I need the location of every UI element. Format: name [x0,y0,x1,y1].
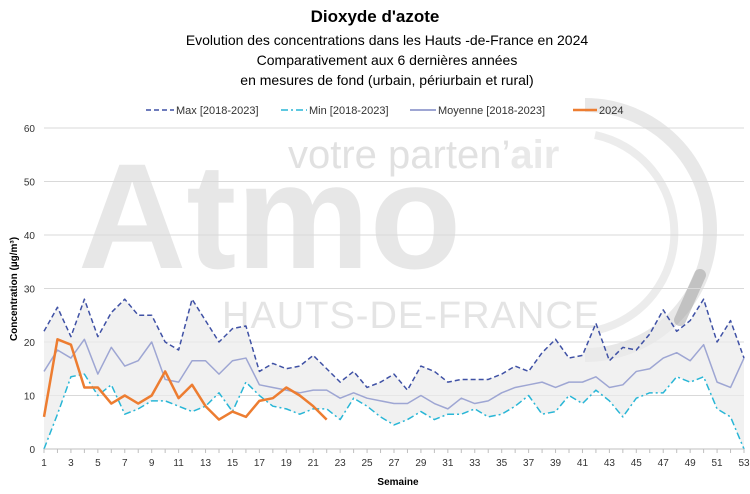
y-tick-label-40: 40 [24,231,36,242]
watermark-logo-text: Atmo [78,132,461,300]
x-tick-label-21: 21 [308,458,320,469]
x-tick-label-31: 31 [442,458,454,469]
legend-label-min: Min [2018-2023] [309,105,389,117]
legend-item-min: Min [2018-2023] [281,105,389,117]
x-tick-label-35: 35 [496,458,508,469]
y-tick-label-60: 60 [24,124,36,135]
x-tick-label-53: 53 [738,458,750,469]
series-line-min-2018-2023 [43,373,745,450]
watermark-arc-inner [594,131,679,334]
x-tick-label-17: 17 [254,458,266,469]
x-tick-label-5: 5 [95,458,101,469]
x-tick-label-27: 27 [388,458,400,469]
x-tick-label-11: 11 [173,458,184,469]
watermark-tagline: votre parten’air [288,133,559,177]
series-line-max-2018-2023 [43,298,745,391]
chart-title: Dioxyde d'azote [311,7,440,26]
x-tick-label-37: 37 [523,458,535,469]
x-tick-label-45: 45 [631,458,643,469]
x-tick-label-41: 41 [577,458,589,469]
watermark-swoosh [674,269,706,326]
y-axis-label: Concentration (µg/m³) [9,237,20,341]
series-line-moyenne-2018-2023 [43,338,745,410]
legend-item-max: Max [2018-2023] [146,105,259,117]
chart-subtitle-line-2: Comparativement aux 6 dernières années [257,52,518,68]
y-tick-label-0: 0 [29,445,35,456]
x-tick-label-49: 49 [685,458,697,469]
x-tick-label-13: 13 [200,458,212,469]
legend-label-max: Max [2018-2023] [176,105,259,117]
watermark: votre parten’air Atmo HAUTS-DE-FRANCE [78,98,717,362]
legend-label-2024: 2024 [599,105,623,117]
x-tick-label-1: 1 [41,458,47,469]
x-tick-label-7: 7 [122,458,128,469]
legend-item-moyenne: Moyenne [2018-2023] [410,105,545,117]
x-tick-label-25: 25 [362,458,374,469]
series-line-2024 [42,338,328,421]
x-tick-label-9: 9 [149,458,155,469]
y-tick-label-30: 30 [24,285,36,296]
x-tick-label-33: 33 [469,458,481,469]
x-tick-label-3: 3 [68,458,74,469]
y-tick-label-50: 50 [24,178,36,189]
x-tick-label-29: 29 [415,458,427,469]
chart-subtitle-line-3: en mesures de fond (urbain, périurbain e… [240,72,533,88]
x-tick-label-15: 15 [227,458,239,469]
x-tick-label-51: 51 [712,458,724,469]
x-tick-label-43: 43 [604,458,616,469]
y-tick-label-10: 10 [24,392,36,403]
legend: Max [2018-2023] Min [2018-2023] Moyenne … [146,105,623,117]
x-tick-label-39: 39 [550,458,562,469]
legend-item-2024: 2024 [573,105,623,117]
x-tick-label-19: 19 [281,458,293,469]
watermark-arc [584,98,717,362]
series-lines [42,298,745,450]
watermark-tagline-bold: air [510,133,559,177]
x-axis-label: Semaine [377,477,419,488]
watermark-region: HAUTS-DE-FRANCE [222,295,600,337]
legend-label-moyenne: Moyenne [2018-2023] [438,105,545,117]
chart-subtitle-line-1: Evolution des concentrations dans les Ha… [186,32,589,48]
x-tick-label-23: 23 [335,458,347,469]
y-tick-label-20: 20 [24,338,36,349]
y-axis-ticks: 0 10 20 30 40 50 60 [24,124,36,456]
x-tick-label-47: 47 [658,458,670,469]
x-axis: 1 3 5 7 9 11 13 15 17 19 21 23 25 27 29 31 33 35 37 39 41 43 4… [41,448,750,469]
